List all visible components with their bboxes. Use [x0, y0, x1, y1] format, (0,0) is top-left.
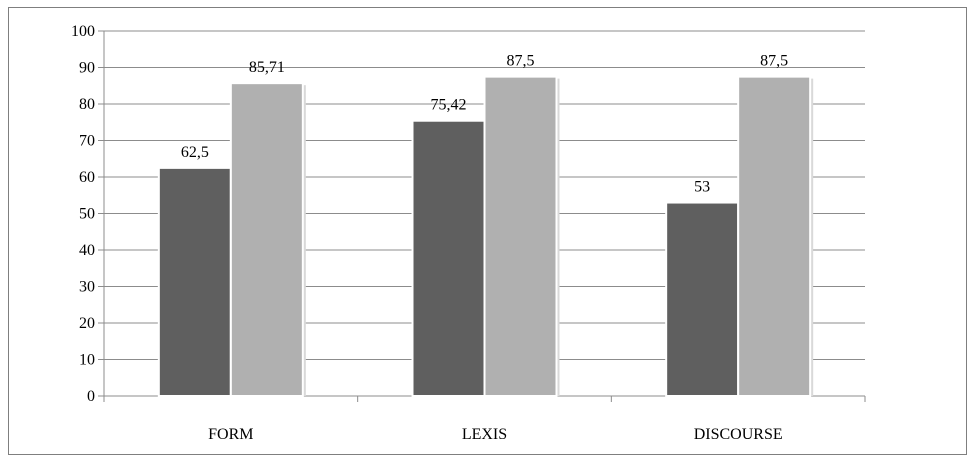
bar	[483, 75, 558, 397]
y-tick-label: 20	[79, 315, 95, 332]
bar	[229, 82, 304, 397]
bar	[411, 119, 486, 397]
data-label: 85,71	[249, 59, 285, 76]
y-tick-label: 80	[79, 96, 95, 113]
y-tick-label: 100	[71, 23, 95, 40]
y-tick-label: 40	[79, 242, 95, 259]
y-tick-label: 10	[79, 352, 95, 369]
x-category-label: FORM	[208, 426, 253, 443]
x-category-label: DISCOURSE	[694, 426, 783, 443]
y-tick-label: 50	[79, 206, 95, 223]
y-tick-label: 70	[79, 133, 95, 150]
y-tick-label: 60	[79, 169, 95, 186]
data-label: 62,5	[181, 144, 209, 161]
y-tick-label: 90	[79, 60, 95, 77]
bar	[665, 201, 740, 397]
data-label: 87,5	[507, 53, 535, 70]
bar	[157, 166, 232, 397]
y-tick-label: 0	[87, 388, 95, 405]
data-label: 75,42	[431, 97, 467, 114]
x-category-label: LEXIS	[462, 426, 507, 443]
data-label: 87,5	[760, 53, 788, 70]
bar	[737, 75, 812, 397]
data-label: 53	[694, 179, 710, 196]
y-tick-label: 30	[79, 279, 95, 296]
